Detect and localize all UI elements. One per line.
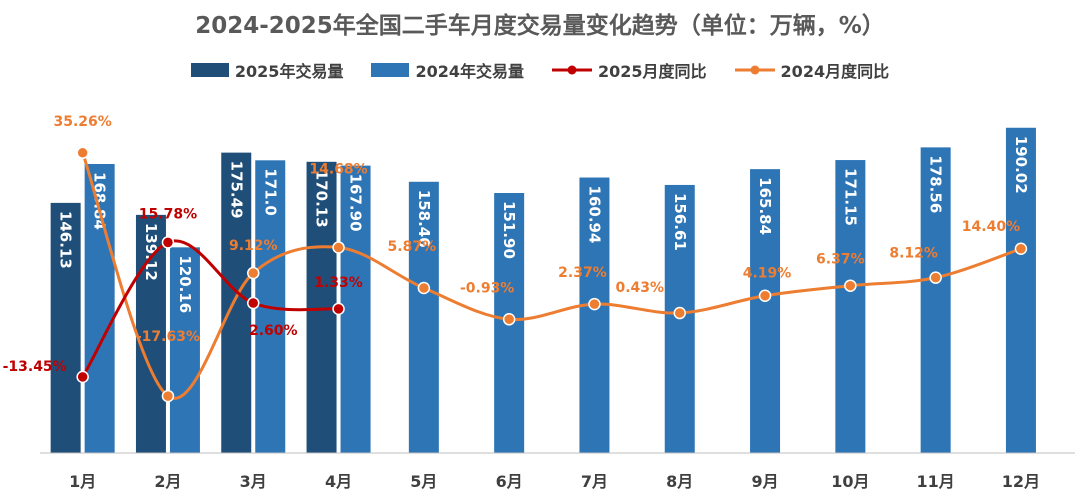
x-tick-label-10: 10月: [831, 472, 869, 491]
x-tick-label-6: 6月: [496, 472, 523, 491]
bar-label-2025-2: 139.12: [142, 223, 160, 281]
point-2024-4: [332, 241, 345, 254]
bar-2024-9: [750, 169, 781, 454]
point-2024-11: [929, 271, 942, 284]
line-2025: [81, 239, 339, 378]
bar-2024-7: [579, 177, 610, 453]
point-2024-5: [417, 281, 431, 295]
x-tick-label-4: 4月: [325, 472, 352, 491]
point-label-2025-2: 15.78%: [139, 206, 197, 222]
bar-2024-11: [920, 147, 951, 454]
bar-label-2024-7: 160.94: [585, 186, 603, 244]
bar-label-2024-3: 171.0: [261, 168, 279, 215]
x-tick-label-11: 11月: [917, 472, 955, 491]
bar-label-2024-11: 178.56: [927, 155, 945, 213]
bar-label-2025-3: 175.49: [227, 161, 245, 219]
point-label-2025-4: 1.33%: [314, 275, 363, 291]
bar-label-2024-8: 156.61: [671, 193, 689, 251]
legend-label-2024-yoy: 2024月度同比: [780, 62, 890, 81]
point-2024-1: [76, 146, 89, 160]
point-2024-8: [673, 306, 686, 320]
legend-item-2025-volume: 2025年交易量: [190, 58, 344, 82]
point-label-2025-1: -13.45%: [3, 359, 67, 375]
point-label-2025-3: 2.60%: [249, 323, 298, 339]
x-tick-label-8: 8月: [666, 472, 693, 491]
bar-label-2025-1: 146.13: [57, 211, 75, 269]
x-tick-label-1: 1月: [69, 472, 96, 491]
chart-title: 2024-2025年全国二手车月度交易量变化趋势（单位：万辆，%）: [195, 13, 885, 39]
legend-swatch-2024-volume: [371, 63, 410, 77]
point-2025-2: [161, 236, 175, 249]
bar-2024-10: [835, 160, 866, 454]
legend-item-2024-volume: 2024年交易量: [371, 58, 524, 82]
point-2024-3: [247, 266, 260, 280]
point-2025-1: [76, 370, 89, 384]
legend-label-2024-volume: 2024年交易量: [415, 62, 524, 81]
point-label-2024-8: 0.43%: [615, 280, 664, 296]
x-tick-label-12: 12月: [1002, 472, 1040, 491]
bar-2024-4: [340, 165, 371, 453]
x-tick-label-5: 5月: [410, 472, 437, 491]
x-tick-label-3: 3月: [240, 472, 267, 491]
bar-label-2024-9: 165.84: [756, 177, 774, 235]
bar-2025-1: [50, 202, 81, 453]
point-2024-7: [588, 297, 601, 311]
point-2024-6: [502, 313, 516, 326]
point-label-2024-4: 14.68%: [309, 161, 367, 177]
point-2024-2: [161, 389, 175, 403]
point-label-2024-10: 6.37%: [816, 252, 865, 268]
point-label-2024-5: 5.87%: [388, 239, 437, 255]
bar-label-2024-5: 158.46: [415, 190, 433, 248]
bar-label-2024-4: 167.90: [347, 174, 365, 232]
bar-label-2024-12: 190.02: [1012, 136, 1030, 194]
legend-item-2024-yoy: 2024月度同比: [734, 58, 890, 82]
point-label-2024-12: 14.40%: [962, 219, 1020, 235]
point-label-2024-1: 35.26%: [53, 114, 111, 130]
point-label-2024-2: -17.63%: [136, 329, 200, 345]
point-2025-3: [247, 296, 260, 310]
legend-swatch-2025-volume: [190, 63, 229, 77]
bar-2025-2: [135, 214, 166, 453]
point-2024-12: [1014, 242, 1028, 256]
bar-2024-5: [408, 181, 439, 453]
bar-2024-12: [1005, 127, 1036, 453]
x-tick-label-7: 7月: [581, 472, 608, 491]
point-label-2024-7: 2.37%: [558, 265, 607, 281]
legend-label-2025-volume: 2025年交易量: [234, 62, 344, 81]
bar-label-2024-2: 120.16: [176, 255, 194, 313]
bar-2024-2: [169, 247, 200, 453]
bar-label-2024-6: 151.90: [500, 201, 518, 259]
bar-label-2024-1: 168.84: [91, 172, 109, 230]
point-label-2024-6: -0.93%: [460, 280, 514, 296]
point-2025-4: [332, 302, 345, 316]
legend-item-2025-yoy: 2025月度同比: [552, 58, 707, 82]
bar-label-2024-10: 171.15: [841, 168, 859, 226]
point-label-2024-9: 4.19%: [743, 266, 792, 282]
x-tick-label-9: 9月: [751, 472, 778, 491]
point-2024-9: [758, 289, 772, 302]
point-label-2024-11: 8.12%: [889, 246, 938, 262]
legend-swatch-2025-yoy: [552, 65, 592, 75]
bar-2025-3: [221, 152, 252, 454]
x-tick-label-2: 2月: [154, 472, 181, 491]
point-2024-10: [844, 279, 857, 292]
point-label-2024-3: 9.12%: [229, 238, 278, 254]
legend: 2025年交易量 2024年交易量 2025月度同比 2024月度同比: [0, 58, 1080, 82]
legend-swatch-2024-yoy: [734, 65, 775, 75]
legend-label-2025-yoy: 2025月度同比: [598, 62, 707, 81]
bar-label-2025-4: 170.13: [313, 170, 331, 228]
